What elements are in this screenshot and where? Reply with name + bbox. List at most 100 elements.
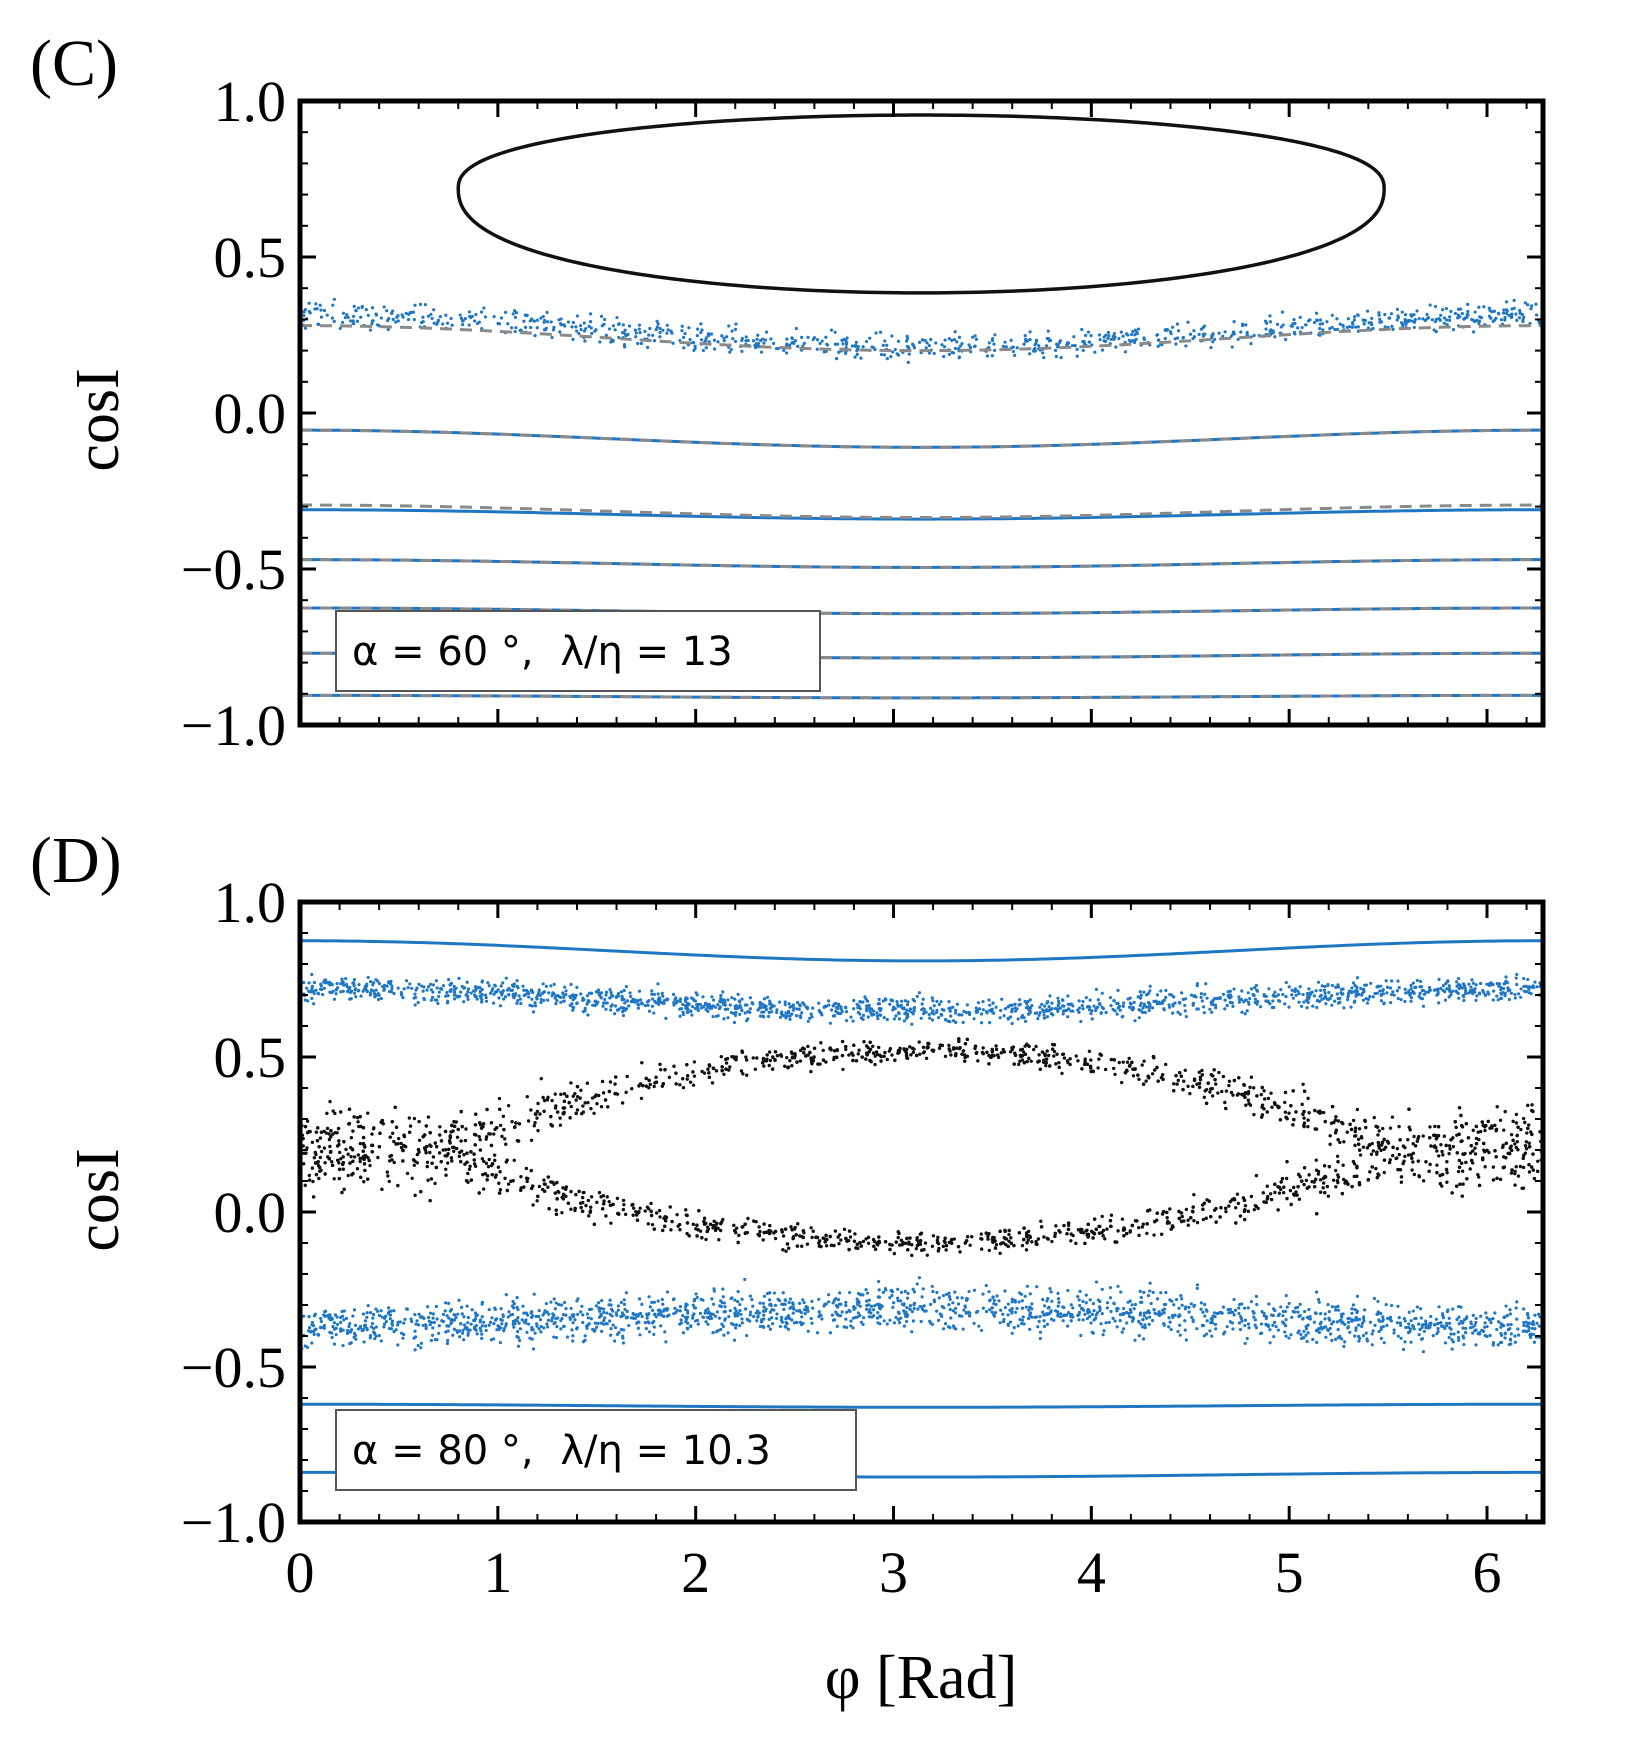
scatter-point bbox=[935, 999, 939, 1003]
scatter-point bbox=[1284, 980, 1288, 985]
scatter-point bbox=[421, 315, 425, 319]
scatter-point bbox=[1491, 982, 1495, 987]
scatter-point bbox=[619, 990, 623, 994]
scatter-point bbox=[1504, 311, 1509, 316]
scatter-point bbox=[526, 1119, 531, 1123]
scatter-point bbox=[1116, 988, 1120, 992]
scatter-point bbox=[1359, 986, 1363, 991]
scatter-point bbox=[1342, 1140, 1346, 1144]
scatter-point bbox=[1221, 1074, 1226, 1079]
scatter-point bbox=[1466, 309, 1470, 314]
scatter-point bbox=[1441, 983, 1446, 988]
scatter-point bbox=[1248, 1103, 1253, 1107]
scatter-point bbox=[1449, 993, 1453, 997]
scatter-point bbox=[1334, 1185, 1338, 1189]
scatter-point bbox=[1170, 993, 1174, 997]
scatter-point bbox=[484, 999, 489, 1003]
scatter-point bbox=[853, 355, 857, 359]
scatter-point bbox=[1324, 996, 1328, 1000]
scatter-point bbox=[460, 322, 465, 327]
scatter-point bbox=[719, 993, 723, 998]
scatter-point bbox=[566, 320, 571, 324]
scatter-point bbox=[993, 333, 997, 337]
scatter-point bbox=[421, 319, 425, 324]
scatter-point bbox=[1413, 317, 1417, 322]
scatter-point bbox=[474, 312, 478, 317]
scatter-point bbox=[685, 1010, 689, 1014]
scatter-point bbox=[795, 1000, 800, 1005]
scatter-point bbox=[554, 1104, 558, 1108]
scatter-point bbox=[410, 1176, 414, 1180]
scatter-point bbox=[1052, 1043, 1057, 1047]
scatter-point bbox=[1202, 1095, 1207, 1100]
scatter-point bbox=[841, 1067, 845, 1072]
scatter-point bbox=[946, 1019, 951, 1023]
scatter-point bbox=[638, 998, 643, 1002]
scatter-point bbox=[312, 991, 316, 995]
scatter-point bbox=[1349, 1005, 1353, 1009]
scatter-point bbox=[915, 1238, 919, 1242]
scatter-point bbox=[990, 1010, 994, 1014]
scatter-point bbox=[473, 1123, 478, 1127]
scatter-point bbox=[973, 334, 977, 338]
scatter-point bbox=[1425, 312, 1429, 317]
scatter-point bbox=[444, 1173, 448, 1177]
scatter-point bbox=[1111, 334, 1115, 339]
scatter-point bbox=[1271, 331, 1275, 335]
scatter-point bbox=[644, 1084, 649, 1088]
scatter-point bbox=[1302, 1109, 1306, 1114]
scatter-point bbox=[1053, 348, 1058, 352]
scatter-point bbox=[773, 1058, 777, 1062]
scatter-point bbox=[500, 993, 504, 997]
scatter-point bbox=[1026, 999, 1030, 1004]
scatter-point bbox=[907, 346, 911, 350]
scatter-point bbox=[1535, 1169, 1540, 1174]
scatter-point bbox=[421, 989, 425, 993]
scatter-point bbox=[984, 1231, 988, 1235]
scatter-point bbox=[722, 1072, 726, 1076]
scatter-point bbox=[1457, 1106, 1462, 1110]
scatter-point bbox=[1128, 1001, 1132, 1005]
scatter-point bbox=[810, 1015, 814, 1019]
scatter-point bbox=[1197, 1081, 1202, 1086]
scatter-point bbox=[1203, 992, 1207, 996]
scatter-point bbox=[321, 992, 325, 997]
scatter-point bbox=[1336, 1119, 1341, 1123]
scatter-point bbox=[1390, 324, 1394, 328]
scatter-point bbox=[832, 1014, 837, 1018]
scatter-point bbox=[734, 1003, 738, 1008]
scatter-point bbox=[1175, 1082, 1179, 1086]
scatter-point bbox=[1293, 989, 1297, 994]
scatter-point bbox=[702, 1219, 706, 1224]
scatter-point bbox=[896, 1230, 900, 1234]
scatter-point bbox=[979, 1247, 984, 1251]
scatter-point bbox=[806, 1044, 810, 1049]
scatter-point bbox=[330, 1132, 335, 1136]
scatter-point bbox=[481, 1122, 486, 1126]
scatter-point bbox=[1136, 995, 1140, 999]
scatter-point bbox=[801, 1001, 805, 1005]
scatter-point bbox=[815, 1235, 820, 1240]
scatter-point bbox=[481, 1172, 485, 1177]
scatter-point bbox=[987, 1248, 992, 1253]
scatter-point bbox=[1139, 1009, 1143, 1013]
scatter-point bbox=[467, 1167, 472, 1171]
scatter-point bbox=[620, 996, 624, 1000]
scatter-point bbox=[1243, 998, 1248, 1002]
scatter-point bbox=[1536, 1159, 1540, 1164]
scatter-point bbox=[533, 333, 537, 338]
scatter-point bbox=[730, 329, 734, 333]
scatter-point bbox=[599, 1195, 603, 1199]
scatter-point bbox=[1447, 1151, 1451, 1156]
scatter-point bbox=[1436, 987, 1440, 991]
scatter-point bbox=[669, 1228, 673, 1232]
scatter-point bbox=[1417, 994, 1421, 999]
scatter-point bbox=[368, 1163, 372, 1168]
scatter-point bbox=[487, 984, 491, 988]
scatter-point bbox=[965, 1235, 970, 1239]
scatter-point bbox=[1279, 987, 1283, 992]
scatter-point bbox=[483, 1172, 488, 1176]
scatter-point bbox=[1513, 996, 1517, 1000]
scatter-point bbox=[445, 1154, 449, 1158]
scatter-point bbox=[426, 314, 431, 318]
